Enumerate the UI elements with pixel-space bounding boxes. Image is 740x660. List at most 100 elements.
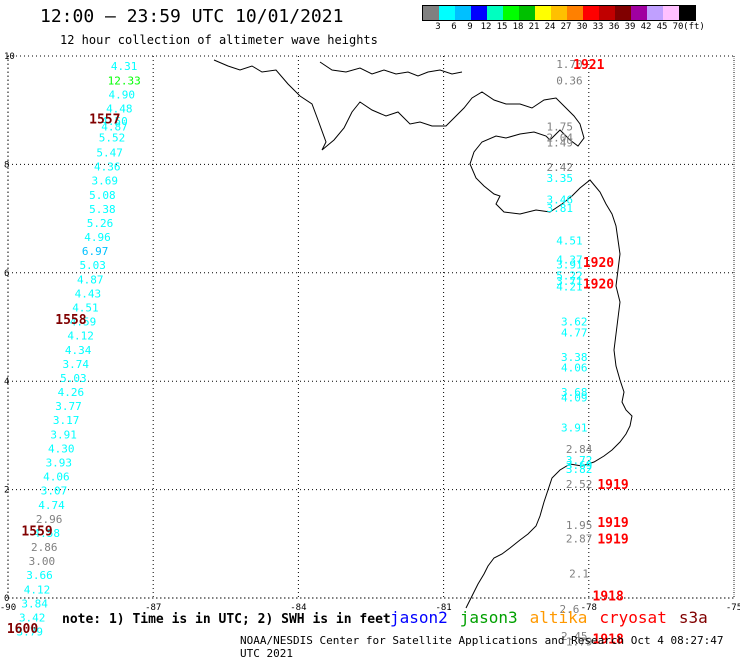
pass-time-label: 1600 [7,622,38,637]
pass-time-label: 1919 [597,532,628,547]
wave-height-value: 3.00 [29,555,56,568]
wave-height-value: 4.90 [108,88,135,101]
pass-time-label: 1558 [55,313,86,328]
color-swatch [599,6,615,20]
color-swatch [647,6,663,20]
wave-height-value: 5.26 [87,217,114,230]
color-swatch [535,6,551,20]
legend-jason3: jason3 [459,608,518,627]
wave-height-value: 6.97 [82,245,109,258]
wave-height-value: 2.84 [566,443,593,456]
pass-time-label: 1920 [583,278,614,293]
wave-height-value: 3.71 [556,275,583,288]
northern-coastline [319,61,463,77]
wave-height-value: 1.70 [556,58,583,71]
wave-height-value: 4.51 [72,301,99,314]
y-tick-label: 10 [4,52,15,62]
color-scale-label: 24 [544,22,556,32]
wave-height-value: 3.91 [556,259,583,272]
color-scale-label: 15 [496,22,508,32]
color-swatch [455,6,471,20]
pass-time-label: 1918 [593,633,624,648]
color-scale-label: (ft) [683,22,705,32]
color-scale-label: 27 [560,22,572,32]
wave-height-value: 4.87 [101,120,128,133]
color-swatch [567,6,583,20]
color-scale-label: 6 [451,22,457,32]
wave-height-value: 2.87 [566,532,593,545]
wave-height-value: 3.69 [566,459,593,472]
wave-height-value: 4.59 [70,316,97,329]
color-scale-label: 36 [608,22,620,32]
wave-height-value: 4.51 [556,234,583,247]
color-scale-label: 33 [592,22,604,32]
wave-height-value: 0.36 [556,74,583,87]
color-swatch [663,6,679,20]
wave-height-value: 4.34 [65,344,92,357]
wave-height-value: 3.17 [53,414,80,427]
wave-height-value: 4.96 [84,231,111,244]
color-swatch [439,6,455,20]
footer-note: note: 1) Time is in UTC; 2) SWH is in fe… [62,612,391,627]
chart-subtitle: 12 hour collection of altimeter wave hei… [60,33,378,47]
wave-height-value: 2.52 [566,478,593,491]
wave-height-value: 4.31 [111,60,138,73]
legend-altika: altika [529,608,588,627]
wave-height-value: 5.08 [89,189,116,202]
wave-height-value: 3.38 [561,351,588,364]
color-scale-label: 30 [576,22,588,32]
color-scale-label: 21 [528,22,540,32]
wave-height-value: 3.68 [561,386,588,399]
y-tick-label: 6 [4,269,9,279]
plot-frame [7,55,735,599]
wave-height-value: 1.49 [547,137,574,150]
wave-height-value: 4.12 [67,330,94,343]
coastline [213,59,633,609]
chart-title: 12:00 – 23:59 UTC 10/01/2021 [40,6,344,27]
wave-height-value: 3.82 [566,463,593,476]
wave-height-value: 2.6 [560,603,580,616]
pass-time-label: 1918 [593,589,624,604]
color-swatch [583,6,599,20]
wave-height-value: 2.04 [547,131,574,144]
wave-height-value: 3.91 [50,428,77,441]
wave-height-value: 2.1 [569,568,589,581]
footer-credit: NOAA/NESDIS Center for Satellite Applica… [240,634,724,660]
wave-height-value: 4.43 [75,287,102,300]
pass-time-label: 1920 [583,256,614,271]
x-tick-label: -81 [435,603,451,613]
wave-height-value: 3.35 [547,172,574,185]
color-scale-label: 9 [467,22,473,32]
legend-cryosat: cryosat [599,608,667,627]
color-scale-label: 12 [480,22,492,32]
axis-tick-labels: -90 -87 -84 -81 -78 -75 0 2 4 6 8 10 [0,52,740,613]
wave-height-value: 5.52 [99,131,126,144]
wave-height-value: 4.36 [94,161,121,174]
wave-height-value: 3.81 [547,202,574,215]
x-tick-label: -84 [290,603,306,613]
wave-height-value: 2.86 [31,541,58,554]
wave-height-value: 5.03 [79,259,106,272]
color-swatch [615,6,631,20]
pass-time-label: 1559 [21,524,52,539]
wave-height-value: 3.79 [17,626,44,639]
wave-height-value: 4.37 [556,253,583,266]
pass-time-label: 1919 [597,478,628,493]
wave-height-value: 1.75 [547,120,574,133]
wave-height-value: 2.45 [561,630,588,643]
pass-time-label: 1557 [89,112,120,127]
wave-height-value: 2.96 [36,513,63,526]
gulf-coastline [213,59,633,609]
y-tick-label: 0 [4,594,9,604]
color-swatch [487,6,503,20]
wave-height-value: 5.38 [89,203,116,216]
wave-height-value: 4.48 [106,103,133,116]
wave-height-value: 3.42 [19,612,46,625]
y-tick-label: 4 [4,377,9,387]
y-tick-label: 2 [4,486,9,496]
wave-height-value: 3.46 [547,194,574,207]
wave-height-value: 4.77 [561,326,588,339]
color-scale-label: 42 [640,22,652,32]
color-swatch [471,6,487,20]
wave-height-value: 3.77 [55,400,82,413]
